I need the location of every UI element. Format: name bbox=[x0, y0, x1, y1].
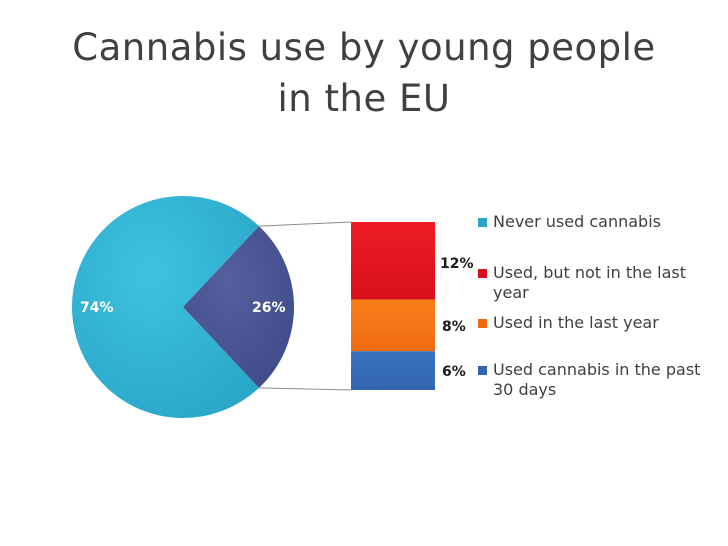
pie-slice-used bbox=[183, 226, 294, 388]
pie-label-never-used: 74% bbox=[80, 300, 114, 316]
connector-line-top bbox=[258, 221, 352, 227]
legend-swatch-never-used bbox=[478, 218, 487, 227]
chart-title-line-2: in the EU bbox=[277, 77, 451, 120]
chart-title: Cannabis use by young people in the EU bbox=[40, 22, 688, 124]
bar-segment-past-30-days bbox=[351, 351, 435, 390]
legend-swatch-not-last-year bbox=[478, 269, 487, 278]
legend-text-last-year: Used in the last year bbox=[493, 313, 659, 332]
pie-label-used: 26% bbox=[252, 300, 286, 316]
bar-segment-last-year bbox=[351, 299, 435, 352]
legend-swatch-past-30-days bbox=[478, 366, 487, 375]
legend-text-not-last-year: Used, but not in the last year bbox=[493, 263, 687, 302]
connector-line-bottom bbox=[258, 387, 352, 391]
legend-swatch-last-year bbox=[478, 319, 487, 328]
bar-label-not-last-year: 12% bbox=[440, 256, 474, 272]
chart-title-line-1: Cannabis use by young people bbox=[72, 26, 656, 69]
bar-label-last-year: 8% bbox=[442, 319, 466, 335]
pie-slice-never-used bbox=[72, 196, 259, 419]
bar-segment-not-last-year bbox=[351, 222, 435, 300]
legend-text-past-30-days: Used cannabis in the past 30 days bbox=[493, 360, 701, 399]
bar-label-past-30-days: 6% bbox=[442, 364, 466, 380]
legend-text-never-used: Never used cannabis bbox=[493, 212, 661, 231]
